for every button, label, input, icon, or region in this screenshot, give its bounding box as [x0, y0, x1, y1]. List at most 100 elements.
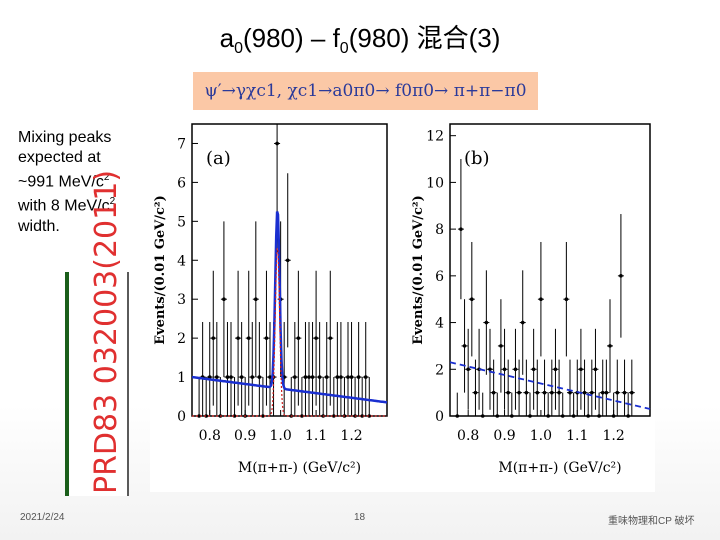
panel-a-ytick-label: 2 [177, 331, 186, 347]
panel-a-data-point [303, 375, 308, 379]
panel-a-data-point [285, 258, 290, 263]
panel-a-xtick-label: 1.2 [340, 428, 362, 444]
panel-a-data-point [207, 375, 212, 379]
panel-a-ytick-label: 0 [177, 409, 186, 425]
panel-b-data-point [615, 390, 620, 395]
panel-a-ytick-label: 5 [177, 214, 186, 230]
panel-a-data-point [363, 375, 368, 379]
panel-b-ylabel: Events/(0.01 GeV/c²) [411, 195, 426, 345]
panel-a-data-point [204, 414, 208, 418]
panel-a-xlabel: M(π+π-) (GeV/c²) [238, 460, 361, 476]
panel-a-data-point [335, 375, 340, 379]
panel-a-xtick-label: 0.8 [199, 428, 221, 444]
panel-b-data-point [510, 414, 514, 418]
panel-b-data-point [568, 390, 572, 395]
panel-a-data-point [275, 141, 279, 146]
panel-a-data-point [268, 375, 272, 379]
panel-b-data-point [597, 414, 601, 418]
panel-b-data-point [455, 414, 460, 418]
panel-b-data-point [630, 390, 634, 395]
panel-a-fit-curve [191, 211, 388, 404]
panel-b-ytick-label: 6 [435, 269, 444, 285]
panel-a-data-point [300, 414, 304, 418]
panel-b-data-point [608, 344, 612, 348]
panel-a-data-point [307, 375, 311, 379]
panel-a-xtick-label: 0.9 [234, 428, 256, 444]
panel-b-data-point [480, 414, 485, 418]
panel-a-data-point [250, 375, 255, 379]
panel-b-data-point [499, 344, 503, 348]
panel-b-xtick-label: 0.9 [493, 428, 515, 444]
panel-b-data-point [579, 367, 583, 372]
footer-course: 重味物理和CP 破坏 [608, 516, 695, 527]
panel-a-xtick-label: 1.0 [270, 428, 292, 444]
panel-b-data-point [539, 297, 543, 301]
panel-b-ytick-label: 12 [426, 129, 444, 145]
panel-a-data-point [246, 336, 251, 340]
panel-a-data-point [261, 414, 265, 418]
panel-b-data-point [484, 320, 489, 325]
panel-a-data-point [349, 375, 354, 379]
panel-b-data-point [586, 414, 590, 418]
panel-a-data-point [225, 375, 230, 379]
panel-a-frame [191, 123, 388, 417]
panel-a-ylabel: Events/(0.01 GeV/c²) [153, 195, 168, 345]
panel-a-data-point [346, 375, 350, 379]
panel-a-data-point [229, 375, 233, 379]
decay-formula-text: ψ′→γχc1, χc1→a0π0→ f0π0→ π+π−π0 [204, 81, 527, 101]
panel-a-ytick-label: 1 [177, 370, 186, 386]
panel-b-data-point [488, 367, 492, 372]
panel-a-data-point [367, 414, 372, 418]
panel-b-data-point [600, 390, 605, 395]
panel-b-data-point [506, 390, 510, 395]
panel-b-data-point [459, 227, 463, 231]
panel-b-data-point [462, 344, 467, 348]
panel-b-data-point [622, 390, 627, 395]
panel-b-data-point [564, 297, 569, 301]
panel-b-data-point [470, 297, 474, 301]
panel-a-data-point [317, 375, 322, 379]
panel-b-data-point [571, 414, 576, 418]
panel-a-data-point [332, 414, 336, 418]
panel-b-data-point [626, 414, 630, 418]
panel-a-data-point [257, 375, 262, 379]
footer-date: 2021/2/24 [20, 512, 65, 523]
panel-a-data-point [215, 375, 219, 379]
panel-b-data-point [491, 390, 496, 395]
panel-a-data-point [222, 297, 226, 301]
panel-b-frame [449, 123, 651, 417]
mixing-description: Mixing peaks expected at ~991 MeV/c2 wit… [18, 129, 116, 235]
panel-b-xtick-label: 0.8 [457, 428, 479, 444]
reference-text: PRD83 032003(2011) [89, 169, 124, 494]
panel-b-data-point [524, 390, 529, 395]
panel-b-xlabel: M(π+π-) (GeV/c²) [498, 460, 621, 476]
panel-b-data-point [593, 367, 598, 372]
panel-b-data-point [546, 414, 550, 418]
panel-b-ytick-label: 10 [426, 175, 444, 191]
panel-b-data-point [531, 367, 536, 372]
panel-a-data-point [211, 336, 216, 340]
panel-b-data-point [535, 390, 540, 395]
panel-b-ytick-label: 0 [435, 409, 444, 425]
panel-a-data-point [293, 375, 297, 379]
panel-b-ytick-label: 2 [435, 362, 444, 378]
panel-b-label: (b) [464, 148, 490, 169]
panel-b-data-point [611, 414, 616, 418]
panel-b-background-fit [449, 361, 651, 410]
panel-b-data-point [590, 390, 594, 395]
panel-a-data-point [232, 414, 237, 418]
panel-b-xtick-label: 1.0 [530, 428, 552, 444]
panel-a-data-point [360, 414, 364, 418]
panel-b-data-point [513, 367, 518, 372]
panel-b-data-point [502, 367, 507, 372]
panel-b-data-point [560, 414, 565, 418]
panel-a-ytick-label: 6 [177, 175, 186, 191]
panel-b-data-point [553, 367, 558, 372]
panel-b-data-point [466, 367, 470, 372]
panel-a-signal-curve [192, 248, 387, 417]
panel-a-label: (a) [206, 148, 231, 169]
panel-a-data-point [296, 336, 301, 340]
panel-b-data-point [582, 390, 587, 395]
panel-a-data-point [310, 375, 315, 379]
reference-bar [65, 272, 69, 496]
